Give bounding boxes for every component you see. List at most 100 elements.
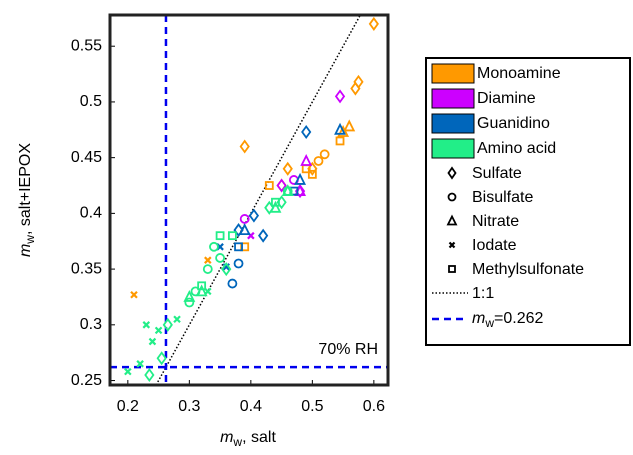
diamond-marker xyxy=(239,139,250,154)
legend-label-sub: w xyxy=(484,316,494,330)
legend-label-main: m xyxy=(472,310,485,327)
y-tick-label: 0.3 xyxy=(80,316,102,333)
legend-swatch xyxy=(431,63,475,84)
x-label-rest: , salt xyxy=(242,429,276,446)
y-label-main: m xyxy=(17,244,34,257)
legend-label: mw=0.262 xyxy=(472,310,543,330)
diamond-marker xyxy=(221,262,232,277)
triangle-marker xyxy=(334,122,346,135)
x-tick-label: 0.6 xyxy=(363,398,385,415)
annotation: 70% RH xyxy=(318,341,378,358)
plot-frame xyxy=(108,13,390,387)
triangle-marker xyxy=(446,214,458,226)
x-label-main: m xyxy=(220,429,233,446)
triangle-marker xyxy=(238,223,251,235)
legend-label: Bisulfate xyxy=(472,189,533,206)
legend-label: Methylsulfonate xyxy=(472,261,584,278)
x-tick-label: 0.4 xyxy=(240,398,262,415)
triangle-marker xyxy=(195,284,208,297)
circle-marker xyxy=(447,192,457,202)
square-marker xyxy=(264,181,274,190)
triangle-marker xyxy=(269,200,282,213)
x-tick-label: 0.3 xyxy=(178,398,200,415)
y-tick-label: 0.4 xyxy=(80,205,102,222)
triangle-marker xyxy=(183,289,196,302)
x-marker xyxy=(173,315,181,324)
x-label-sub: w xyxy=(232,435,242,449)
y-tick-label: 0.5 xyxy=(80,93,102,110)
triangle-marker xyxy=(294,172,307,185)
diamond-marker xyxy=(350,81,361,96)
x-marker xyxy=(124,367,132,376)
legend-label: Diamine xyxy=(477,90,536,107)
triangle-marker xyxy=(300,153,313,166)
circle-marker xyxy=(184,297,195,308)
x-marker xyxy=(130,290,138,299)
diamond-marker xyxy=(156,351,167,366)
x-marker xyxy=(154,326,163,335)
triangle-marker xyxy=(281,184,294,196)
circle-marker xyxy=(239,214,250,224)
y-tick-label: 0.25 xyxy=(71,372,102,389)
triangle-marker xyxy=(343,119,356,132)
circle-marker xyxy=(202,264,213,274)
x-marker xyxy=(204,287,212,296)
square-marker xyxy=(234,242,243,252)
y-tick-label: 0.45 xyxy=(71,149,102,166)
square-marker xyxy=(335,136,345,146)
diamond-marker xyxy=(301,124,312,140)
diamond-marker xyxy=(258,228,269,243)
square-marker xyxy=(197,281,207,291)
legend-swatch xyxy=(431,113,475,134)
circle-marker xyxy=(209,241,219,252)
square-marker xyxy=(227,231,237,241)
x-marker xyxy=(142,321,151,329)
y-tick-label: 0.55 xyxy=(71,37,102,54)
plot-area xyxy=(110,15,388,385)
x-marker xyxy=(136,360,144,368)
circle-marker xyxy=(313,156,324,166)
diamond-marker xyxy=(162,317,173,332)
x-marker xyxy=(204,256,212,264)
legend-label-rest: =0.262 xyxy=(494,310,543,327)
triangle-marker xyxy=(337,125,350,137)
x-tick-label: 0.2 xyxy=(117,398,139,415)
legend-label: Nitrate xyxy=(472,213,519,230)
diamond-marker xyxy=(282,161,293,176)
square-marker xyxy=(271,197,280,207)
y-axis-label: mw, salt+IEPOX xyxy=(17,143,37,257)
circle-marker xyxy=(233,258,244,269)
diamond-marker xyxy=(248,208,260,223)
diamond-marker xyxy=(353,74,364,89)
y-label-rest: , salt+IEPOX xyxy=(17,143,34,235)
legend-swatch xyxy=(431,88,475,109)
circle-marker xyxy=(319,149,330,160)
legend-label: 1:1 xyxy=(472,285,494,302)
diamond-marker xyxy=(144,367,155,383)
square-marker xyxy=(307,169,317,179)
one-to-one-line xyxy=(155,15,361,385)
square-marker xyxy=(215,231,225,241)
diamond-marker xyxy=(368,16,379,31)
legend-label: Monoamine xyxy=(477,65,561,82)
legend-label: Guanidino xyxy=(477,115,550,132)
square-marker xyxy=(448,265,456,273)
y-label-sub: w xyxy=(23,235,37,245)
legend-label: Iodate xyxy=(472,237,517,254)
y-tick-label: 0.35 xyxy=(71,260,102,277)
x-marker xyxy=(448,241,456,249)
x-tick-label: 0.5 xyxy=(301,398,323,415)
legend-label: Sulfate xyxy=(472,165,522,182)
circle-marker xyxy=(227,278,238,289)
diamond-marker xyxy=(233,223,244,238)
diamond-marker xyxy=(276,178,287,193)
diamond-marker xyxy=(447,166,457,180)
x-axis-label: mw, salt xyxy=(220,429,276,449)
diamond-marker xyxy=(334,89,346,104)
circle-marker xyxy=(215,253,225,263)
x-marker xyxy=(148,337,157,346)
legend-label: Amino acid xyxy=(477,140,556,157)
legend-swatch xyxy=(431,138,475,159)
